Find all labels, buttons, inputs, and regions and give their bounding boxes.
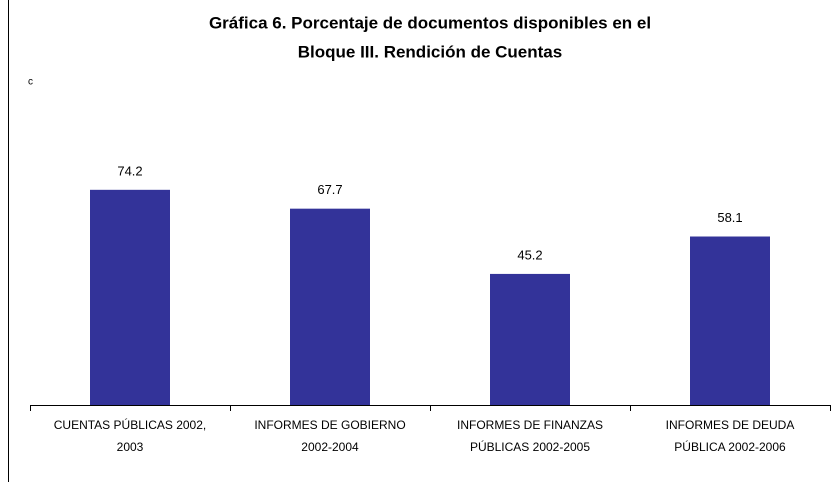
chart-title: Bloque III. Rendición de Cuentas	[298, 42, 562, 61]
value-label: 58.1	[717, 210, 742, 225]
x-tick-label: INFORMES DE FINANZAS PÚBLICAS 2002-2005	[456, 418, 603, 454]
bar	[690, 236, 770, 405]
value-label: 67.7	[317, 182, 342, 197]
value-label: 45.2	[517, 247, 542, 262]
annotation: c	[28, 77, 33, 88]
x-tick-label: INFORMES DE DEUDA PÚBLICA 2002-2006	[665, 418, 795, 454]
chart-title: Gráfica 6. Porcentaje de documentos disp…	[209, 13, 651, 32]
bar	[490, 273, 570, 405]
value-label: 74.2	[117, 163, 142, 178]
x-tick-label: CUENTAS PÚBLICAS 2002, 2003	[53, 418, 207, 454]
bar	[290, 208, 370, 405]
bar	[90, 189, 170, 405]
x-tick-label: INFORMES DE GOBIERNO 2002-2004	[254, 418, 406, 454]
